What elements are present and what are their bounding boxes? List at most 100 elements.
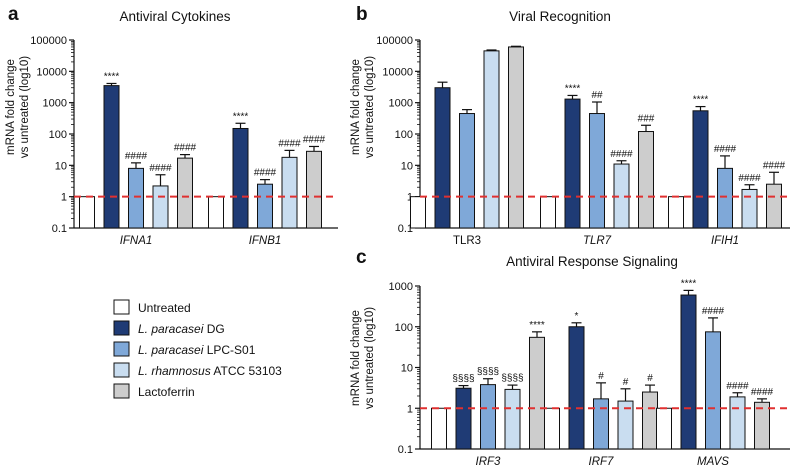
panel-b-bar-dg [434,87,451,229]
legend-swatch-lactoferrin [113,383,130,399]
panel-a-significance-label: **** [104,71,120,82]
panel-c-category-label: MAVS [697,456,729,468]
panel-c-significance-label: #### [702,306,725,317]
panel-a-bar-lpc [128,167,144,229]
panel-b-ylabel-line1: mRNA fold change [350,59,362,155]
panel-a-y-tick-label: 1000 [43,98,67,110]
legend-label-lactoferrin: Lactoferrin [138,385,195,399]
panel-c-significance-label: §§§§ [452,374,474,385]
panel-b-bar-untreated [410,196,426,229]
panel-b-bar-lactoferrin [766,183,782,229]
panel-a-significance-label: **** [233,111,249,122]
panel-b-bar-lpc [459,113,475,229]
panel-a-significance-label: #### [254,168,277,179]
panel-b-significance-label: **** [565,83,581,94]
panel-a-category-label: IFNA1 [120,235,153,247]
panel-c-category-label: IRF7 [589,456,615,468]
panel-a-ylabel-line2: vs untreated (log10) [19,56,31,158]
panel-b-ylabel-line2: vs untreated (log10) [364,56,376,158]
panel-c-bar-dg [680,294,697,450]
panel-b-bar-lactoferrin [508,46,524,229]
panel-b-category-label: TLR3 [453,235,481,247]
panel-c-letter: c [356,247,367,268]
panel-b-bar-dg [564,98,581,229]
panel-c-bar-lpc [705,331,721,450]
panel-b-bar-lpc [589,113,605,229]
panel-c-bar-untreated [431,407,447,450]
panel-c-bar-untreated [656,407,672,450]
legend-swatch-lpc [113,341,130,357]
panel-c-significance-label: §§§§ [501,373,523,384]
panel-c-significance-label: #### [751,387,774,398]
panel-b-bar-untreated [668,196,684,229]
panel-a-bar-lactoferrin [306,150,322,229]
panel-b-significance-label: #### [714,144,737,155]
panel-c-y-tick-label: 1000 [389,281,413,293]
panel-c-bar-untreated [544,407,560,450]
panel-b-y-tick-label: 10 [401,160,413,172]
panel-c-bar-lactoferrin [754,401,770,450]
panel-a-bar-lactoferrin [177,157,193,229]
panel-c-bar-lpc [593,398,609,450]
panel-c-bar-lpc [480,384,496,450]
panel-b-y-tick-label: 100000 [376,35,413,47]
panel-b-category-label: TLR7 [583,235,612,247]
panel-a: a Antiviral Cytokines mRNA fold change v… [5,4,338,247]
panel-c-y-tick-label: 1 [407,403,413,415]
panel-a-significance-label: #### [174,143,197,154]
panel-b: b Viral Recognition mRNA fold change vs … [350,4,790,247]
panel-c: c Antiviral Response Signaling mRNA fold… [350,247,790,468]
panel-b-significance-label: ### [638,113,655,124]
legend: Untreated L. paracasei DG L. paracasei LPC… [113,299,282,399]
panel-a-bar-lpc [257,183,273,229]
legend-swatch-atcc [113,362,130,378]
panel-a-bar-atcc [152,185,169,229]
panel-b-category-label: IFIH1 [711,235,739,247]
panel-a-plot: 0.1110100100010000100000****############… [30,35,338,247]
panel-c-significance-label: #### [726,381,749,392]
panel-c-significance-label: * [575,311,579,322]
panel-b-bar-lactoferrin [638,131,654,229]
panel-b-bar-dg [692,110,709,229]
legend-label-atcc: L. rhamnosus ATCC 53103 [138,364,282,378]
panel-a-y-tick-label: 1 [61,192,67,204]
panel-a-significance-label: #### [149,163,172,174]
panel-a-bar-untreated [208,196,224,229]
panel-b-bar-atcc [483,50,500,229]
legend-label-untreated: Untreated [138,301,191,315]
panel-b-y-tick-label: 100 [395,129,413,141]
panel-c-bar-atcc [504,388,521,450]
panel-b-y-tick-label: 1 [407,192,413,204]
panel-b-significance-label: #### [610,149,633,160]
panel-c-significance-label: **** [681,278,697,289]
panel-b-bar-lpc [717,167,733,229]
panel-a-y-tick-label: 0.1 [52,223,67,235]
panel-c-bar-dg [568,326,585,450]
legend-swatch-untreated [113,299,130,315]
panel-a-significance-label: #### [303,134,326,145]
panel-a-y-tick-label: 10000 [36,66,67,78]
panel-b-significance-label: #### [738,173,761,184]
panel-c-category-label: IRF3 [476,456,502,468]
panel-c-significance-label: # [647,373,653,384]
legend-label-lpc: L. paracasei LPC-S01 [138,343,256,357]
panel-c-bar-lactoferrin [529,336,545,450]
panel-c-bar-dg [455,387,472,450]
panel-b-bar-atcc [741,188,758,229]
panel-c-significance-label: **** [529,320,545,331]
panel-c-significance-label: # [623,377,629,388]
panel-c-ylabel-line1: mRNA fold change [350,310,362,406]
panel-c-bar-atcc [729,396,746,450]
panel-a-category-label: IFNB1 [249,235,282,247]
panel-c-y-tick-label: 10 [401,363,413,375]
panel-b-y-tick-label: 0.1 [398,223,413,235]
legend-swatch-dg [113,320,130,336]
panel-a-y-tick-label: 100 [49,129,67,141]
panel-a-bar-dg [232,127,249,229]
panel-a-letter: a [8,4,19,25]
panel-a-y-tick-label: 10 [55,160,67,172]
panel-b-y-tick-label: 10000 [382,66,413,78]
panel-c-y-tick-label: 0.1 [398,444,413,456]
panel-a-bar-atcc [281,156,298,229]
